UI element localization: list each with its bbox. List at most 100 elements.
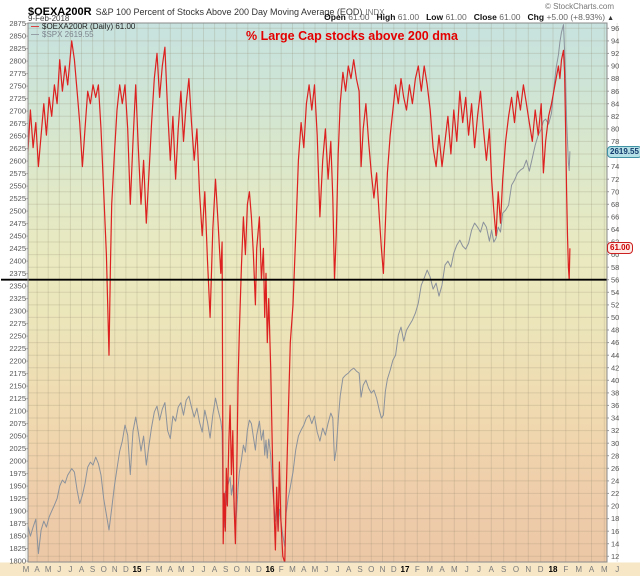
- svg-text:18: 18: [549, 565, 558, 574]
- quote-summary: Open 61.00 High 61.00 Low 61.00 Close 61.00…: [317, 12, 614, 22]
- svg-text:S: S: [90, 565, 95, 574]
- svg-text:2200: 2200: [9, 357, 26, 366]
- svg-text:22: 22: [611, 489, 619, 498]
- svg-text:A: A: [212, 565, 218, 574]
- svg-text:O: O: [513, 565, 519, 574]
- svg-text:28: 28: [611, 451, 619, 460]
- svg-text:M: M: [451, 565, 458, 574]
- svg-text:86: 86: [611, 87, 619, 96]
- svg-text:J: J: [336, 565, 340, 574]
- svg-text:16: 16: [611, 527, 619, 536]
- svg-text:M: M: [156, 565, 163, 574]
- svg-text:2650: 2650: [9, 132, 26, 141]
- svg-text:2525: 2525: [9, 194, 26, 203]
- svg-text:2150: 2150: [9, 382, 26, 391]
- svg-text:2875: 2875: [9, 19, 26, 28]
- svg-text:2625: 2625: [9, 144, 26, 153]
- svg-text:2600: 2600: [9, 157, 26, 166]
- svg-text:M: M: [312, 565, 319, 574]
- svg-text:2325: 2325: [9, 294, 26, 303]
- svg-text:J: J: [68, 565, 72, 574]
- svg-text:S: S: [357, 565, 362, 574]
- svg-text:O: O: [234, 565, 240, 574]
- svg-text:2500: 2500: [9, 207, 26, 216]
- svg-text:2125: 2125: [9, 394, 26, 403]
- svg-text:18: 18: [611, 514, 619, 523]
- svg-text:A: A: [168, 565, 174, 574]
- svg-text:50: 50: [611, 313, 619, 322]
- svg-text:A: A: [301, 565, 307, 574]
- svg-text:52: 52: [611, 301, 619, 310]
- series-oexa200r: [28, 40, 571, 562]
- chart-date: 9-Feb-2018: [28, 14, 70, 23]
- svg-text:2050: 2050: [9, 432, 26, 441]
- svg-text:N: N: [112, 565, 118, 574]
- svg-text:F: F: [279, 565, 284, 574]
- svg-text:2350: 2350: [9, 282, 26, 291]
- svg-text:2750: 2750: [9, 82, 26, 91]
- svg-text:2550: 2550: [9, 182, 26, 191]
- oexa-last-value-badge: 61.00: [607, 242, 634, 254]
- svg-text:48: 48: [611, 326, 619, 335]
- svg-text:2425: 2425: [9, 244, 26, 253]
- svg-text:2700: 2700: [9, 107, 26, 116]
- svg-text:2850: 2850: [9, 32, 26, 41]
- svg-text:88: 88: [611, 74, 619, 83]
- svg-text:F: F: [415, 565, 420, 574]
- svg-text:M: M: [426, 565, 433, 574]
- svg-text:54: 54: [611, 288, 619, 297]
- svg-text:A: A: [589, 565, 595, 574]
- svg-text:2675: 2675: [9, 119, 26, 128]
- svg-text:17: 17: [401, 565, 410, 574]
- chg-value: +5.00 (+8.93%): [546, 12, 606, 22]
- svg-text:78: 78: [611, 137, 619, 146]
- svg-text:1800: 1800: [9, 557, 26, 566]
- svg-text:15: 15: [133, 565, 142, 574]
- svg-text:2275: 2275: [9, 319, 26, 328]
- svg-text:M: M: [178, 565, 185, 574]
- svg-text:38: 38: [611, 389, 619, 398]
- svg-text:66: 66: [611, 213, 619, 222]
- svg-text:M: M: [45, 565, 52, 574]
- chart-header: $OEXA200R S&P 100 Percent of Stocks Above…: [28, 2, 385, 20]
- svg-text:12: 12: [611, 552, 619, 561]
- svg-text:36: 36: [611, 401, 619, 410]
- legend-spx: — $SPX 2619.55: [31, 30, 94, 39]
- svg-text:1825: 1825: [9, 544, 26, 553]
- right-axis-labels: 12 14 16 18 20 22 24 26 28 30 32 34 36 38 40 42 44 46 48 50…: [607, 24, 619, 561]
- svg-text:30: 30: [611, 439, 619, 448]
- svg-text:44: 44: [611, 351, 619, 360]
- svg-text:F: F: [146, 565, 151, 574]
- svg-text:68: 68: [611, 200, 619, 209]
- svg-text:14: 14: [611, 539, 619, 548]
- svg-text:M: M: [289, 565, 296, 574]
- svg-text:N: N: [245, 565, 251, 574]
- svg-text:70: 70: [611, 187, 619, 196]
- svg-text:60: 60: [611, 250, 619, 259]
- svg-text:D: D: [391, 565, 397, 574]
- svg-text:O: O: [101, 565, 107, 574]
- svg-text:2175: 2175: [9, 369, 26, 378]
- svg-text:2450: 2450: [9, 232, 26, 241]
- svg-text:26: 26: [611, 464, 619, 473]
- high-label: High: [376, 12, 396, 22]
- svg-text:40: 40: [611, 376, 619, 385]
- svg-text:J: J: [477, 565, 481, 574]
- svg-text:74: 74: [611, 162, 619, 171]
- oexa-line-swatch-icon: —: [31, 22, 39, 31]
- svg-text:1975: 1975: [9, 469, 26, 478]
- svg-text:16: 16: [266, 565, 275, 574]
- xaxis-labels: M A M J J A S O N D 15 F M A M J J A S O N D 16 F M A M J J A S O N D 17 F M…: [23, 565, 620, 574]
- svg-text:1875: 1875: [9, 519, 26, 528]
- svg-text:58: 58: [611, 263, 619, 272]
- svg-text:2400: 2400: [9, 257, 26, 266]
- svg-text:42: 42: [611, 363, 619, 372]
- svg-text:2725: 2725: [9, 94, 26, 103]
- xaxis-band: [0, 562, 640, 576]
- svg-text:1950: 1950: [9, 482, 26, 491]
- svg-text:56: 56: [611, 275, 619, 284]
- svg-text:A: A: [34, 565, 40, 574]
- svg-text:1900: 1900: [9, 507, 26, 516]
- svg-text:2000: 2000: [9, 457, 26, 466]
